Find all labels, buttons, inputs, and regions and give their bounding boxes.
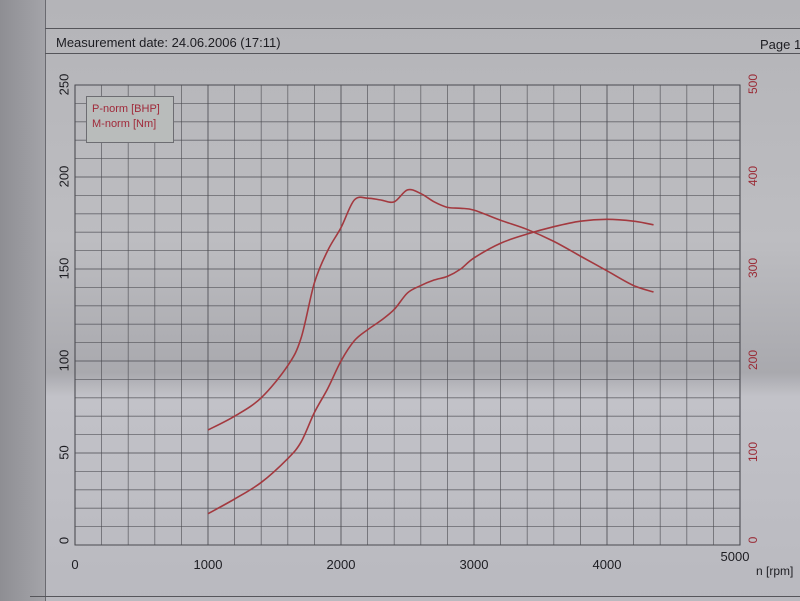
- paper-edge: [0, 0, 45, 601]
- y-right-tick: 500: [746, 73, 760, 95]
- x-tick: 0: [71, 557, 79, 572]
- measurement-date: Measurement date: 24.06.2006 (17:11): [56, 35, 281, 50]
- curve-power: [207, 218, 654, 515]
- y-left-tick: 150: [56, 257, 72, 280]
- y-left-tick: 0: [56, 536, 72, 545]
- y-right-tick: 400: [746, 165, 760, 187]
- footer-rule: [30, 596, 800, 597]
- x-axis-label: n [rpm]: [756, 564, 794, 578]
- y-right-tick: 100: [746, 441, 760, 463]
- curve-torque: [207, 188, 654, 431]
- y-right-tick: 300: [746, 257, 760, 279]
- x-tick: 3000: [459, 557, 489, 572]
- header-bottom-rule: [45, 53, 800, 54]
- legend-item-torque: M-norm [Nm]: [92, 118, 157, 130]
- x-tick: 2000: [326, 557, 356, 572]
- x-tick: 4000: [592, 557, 622, 572]
- x-tick: 1000: [193, 557, 223, 572]
- legend-item-power: P-norm [BHP]: [92, 103, 160, 115]
- header-top-rule: [45, 28, 800, 29]
- y-right-tick: 200: [746, 349, 760, 371]
- chart-legend: P-norm [BHP] M-norm [Nm]: [86, 96, 174, 143]
- page-number: Page 1: [760, 37, 800, 52]
- y-left-tick: 100: [56, 349, 72, 372]
- y-left-tick: 200: [56, 165, 72, 188]
- x-tick: 5000: [720, 549, 750, 564]
- y-left-tick: 50: [56, 445, 72, 460]
- y-left-tick: 250: [56, 73, 72, 96]
- page-frame: [45, 0, 800, 601]
